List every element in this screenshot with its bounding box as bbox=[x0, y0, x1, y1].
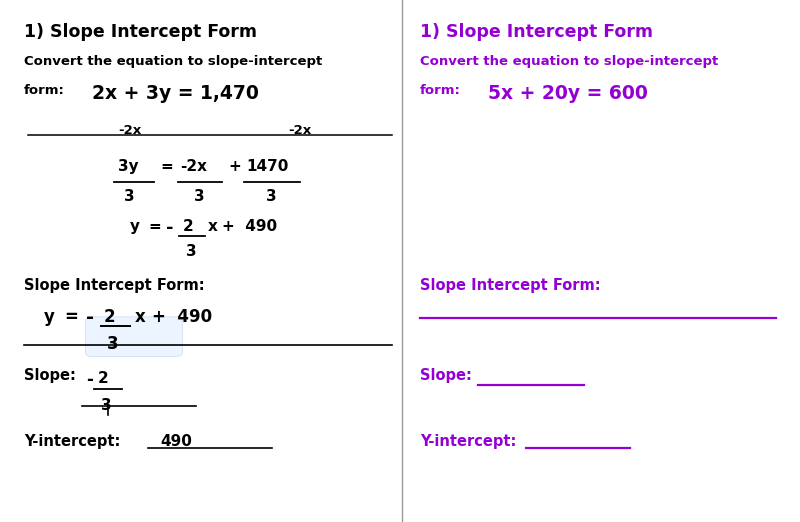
Text: 3: 3 bbox=[101, 398, 111, 413]
Text: -2x: -2x bbox=[180, 159, 207, 174]
Text: Slope Intercept Form:: Slope Intercept Form: bbox=[24, 278, 205, 293]
Text: +  490: + 490 bbox=[222, 219, 278, 234]
Text: form:: form: bbox=[24, 84, 65, 97]
Text: -: - bbox=[86, 308, 94, 327]
Text: +: + bbox=[228, 159, 241, 174]
Text: 1) Slope Intercept Form: 1) Slope Intercept Form bbox=[24, 23, 257, 41]
Text: 1) Slope Intercept Form: 1) Slope Intercept Form bbox=[420, 23, 653, 41]
Text: 1470: 1470 bbox=[246, 159, 289, 174]
Text: -2x: -2x bbox=[118, 124, 142, 137]
Text: =: = bbox=[160, 159, 173, 174]
Text: 5x + 20y = 600: 5x + 20y = 600 bbox=[488, 84, 648, 102]
Text: -: - bbox=[166, 219, 174, 237]
Text: 3: 3 bbox=[106, 335, 118, 353]
Text: +  490: + 490 bbox=[152, 308, 212, 326]
Text: Y-intercept:: Y-intercept: bbox=[24, 434, 120, 449]
Text: -: - bbox=[86, 371, 94, 388]
Text: 3: 3 bbox=[124, 189, 134, 204]
Text: Convert the equation to slope-intercept: Convert the equation to slope-intercept bbox=[24, 55, 322, 68]
Text: y: y bbox=[44, 308, 55, 326]
Text: 2: 2 bbox=[98, 371, 108, 386]
FancyBboxPatch shape bbox=[86, 317, 182, 357]
Text: x: x bbox=[134, 308, 145, 326]
Text: 3y: 3y bbox=[118, 159, 139, 174]
Text: form:: form: bbox=[420, 84, 461, 97]
Text: 3: 3 bbox=[266, 189, 276, 204]
Text: 2: 2 bbox=[182, 219, 193, 234]
Text: =: = bbox=[64, 308, 78, 326]
Text: x: x bbox=[208, 219, 218, 234]
Text: Convert the equation to slope-intercept: Convert the equation to slope-intercept bbox=[420, 55, 718, 68]
Text: 2: 2 bbox=[104, 308, 116, 326]
Text: Slope:: Slope: bbox=[24, 368, 76, 383]
Text: 3: 3 bbox=[186, 244, 196, 259]
Text: y: y bbox=[130, 219, 139, 234]
Text: -2x: -2x bbox=[288, 124, 311, 137]
Text: =: = bbox=[148, 219, 161, 234]
Text: 490: 490 bbox=[160, 434, 192, 449]
Text: Slope:: Slope: bbox=[420, 368, 472, 383]
Text: 2x + 3y = 1,470: 2x + 3y = 1,470 bbox=[92, 84, 259, 102]
Text: 3: 3 bbox=[194, 189, 204, 204]
Text: Y-intercept:: Y-intercept: bbox=[420, 434, 516, 449]
Text: Slope Intercept Form:: Slope Intercept Form: bbox=[420, 278, 601, 293]
